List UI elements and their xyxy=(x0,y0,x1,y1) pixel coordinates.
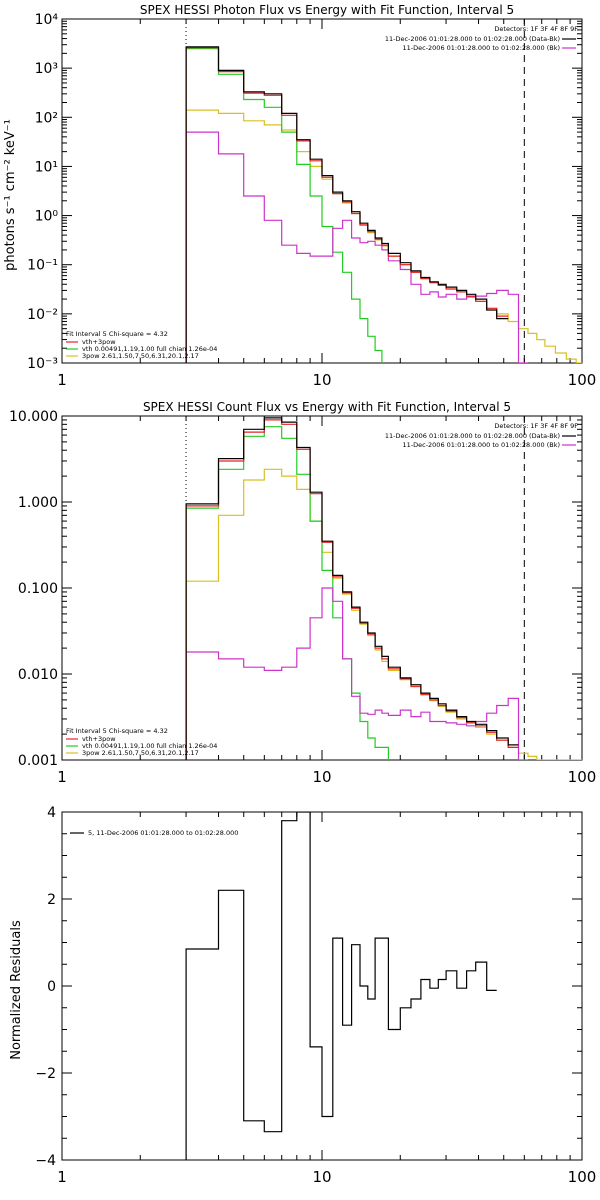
x-tick-label: 100 xyxy=(568,1168,597,1186)
x-tick-label: 10 xyxy=(312,768,331,786)
y-tick-label: 10⁻³ xyxy=(27,356,58,372)
fit-legend-header: Fit Interval 5 Chi-square = 4.32 xyxy=(66,727,168,735)
y-tick-label: 10⁻² xyxy=(27,307,58,323)
fit-legend-label: 3pow 2.61,1.50,7.50,6.31,20.1,2.17 xyxy=(82,749,199,757)
photon-flux-panel: SPEX HESSI Photon Flux vs Energy with Fi… xyxy=(3,3,596,389)
y-tick-label: 10⁴ xyxy=(35,12,59,28)
x-tick-label: 10 xyxy=(312,371,331,389)
y-tick-label: 2 xyxy=(47,892,56,908)
fit-legend-label: vth+3pow xyxy=(82,735,116,743)
fit-legend-label: vth 0.00491,1.19,1.00 full chian 1.26e-0… xyxy=(82,345,217,353)
plot-frame xyxy=(61,18,583,364)
x-tick-label: 100 xyxy=(568,768,597,786)
y-tick-label: 1.000 xyxy=(18,495,58,511)
residuals-panel: Normalized Residuals 1 10 100 −4 −2 0 2 4 5, 11-… xyxy=(9,805,596,1186)
x-tick-label: 100 xyxy=(568,371,597,389)
count-flux-title: SPEX HESSI Count Flux vs Energy with Fit… xyxy=(143,400,511,414)
y-tick-label: 10⁰ xyxy=(35,209,59,225)
photon-flux-ylabel: photons s⁻¹ cm⁻² keV⁻¹ xyxy=(3,119,18,271)
series-3pow xyxy=(185,109,582,363)
legend-entry-label: 11-Dec-2006 01:01:28.000 to 01:02:28.000… xyxy=(385,432,560,440)
y-tick-label: 10⁻¹ xyxy=(27,258,58,274)
series-vth xyxy=(185,426,389,760)
y-tick-label: 10³ xyxy=(35,61,58,77)
fit-legend-label: vth+3pow xyxy=(82,338,116,346)
series-vth-3pow xyxy=(185,419,519,760)
series-bk xyxy=(185,131,528,363)
x-tick-label: 1 xyxy=(57,1168,67,1186)
series-bk xyxy=(185,587,528,760)
y-tick-label: 4 xyxy=(47,805,56,821)
legend-header: Detectors: 1F 3F 4F 8F 9F xyxy=(494,422,578,430)
legend-entry-label: 11-Dec-2006 01:01:28.000 to 01:02:28.000… xyxy=(403,441,561,449)
y-tick-label: −4 xyxy=(35,1153,56,1169)
count-flux-panel: SPEX HESSI Count Flux vs Energy with Fit… xyxy=(9,400,596,786)
legend-entry-label: 11-Dec-2006 01:01:28.000 to 01:02:28.000… xyxy=(385,35,560,43)
series-vth xyxy=(185,48,383,363)
legend-entry-label: 11-Dec-2006 01:01:28.000 to 01:02:28.000… xyxy=(403,44,561,52)
y-tick-label: 10.000 xyxy=(9,409,58,425)
y-tick-label: 0.001 xyxy=(18,753,58,769)
x-tick-label: 10 xyxy=(312,1168,331,1186)
fit-legend-label: 3pow 2.61,1.50,7.50,6.31,20.1,2.17 xyxy=(82,352,199,360)
fit-legend-header: Fit Interval 5 Chi-square = 4.32 xyxy=(66,330,168,338)
series-3pow xyxy=(185,468,582,760)
y-tick-label: 10¹ xyxy=(35,159,58,175)
series-vth-3pow xyxy=(185,47,509,363)
residuals-ylabel: Normalized Residuals xyxy=(9,920,24,1060)
x-tick-label: 1 xyxy=(57,768,67,786)
y-tick-label: −2 xyxy=(35,1066,56,1082)
series-5-11-dec-2006-01-01-28-000-to-01-02-28-000 xyxy=(185,812,497,1160)
legend-header: Detectors: 1F 3F 4F 8F 9F xyxy=(494,25,578,33)
y-tick-label: 0.100 xyxy=(18,581,58,597)
fit-legend-label: vth 0.00491,1.19,1.00 full chian 1.26e-0… xyxy=(82,742,217,750)
residual-legend-label: 5, 11-Dec-2006 01:01:28.000 to 01:02:28.… xyxy=(88,829,238,837)
series-data-bk xyxy=(185,417,519,760)
y-tick-label: 0.010 xyxy=(18,667,58,683)
x-tick-label: 1 xyxy=(57,371,67,389)
y-tick-label: 10² xyxy=(35,110,58,126)
y-tick-label: 0 xyxy=(47,979,56,995)
photon-flux-title: SPEX HESSI Photon Flux vs Energy with Fi… xyxy=(140,3,514,17)
series-data-bk xyxy=(185,46,509,363)
